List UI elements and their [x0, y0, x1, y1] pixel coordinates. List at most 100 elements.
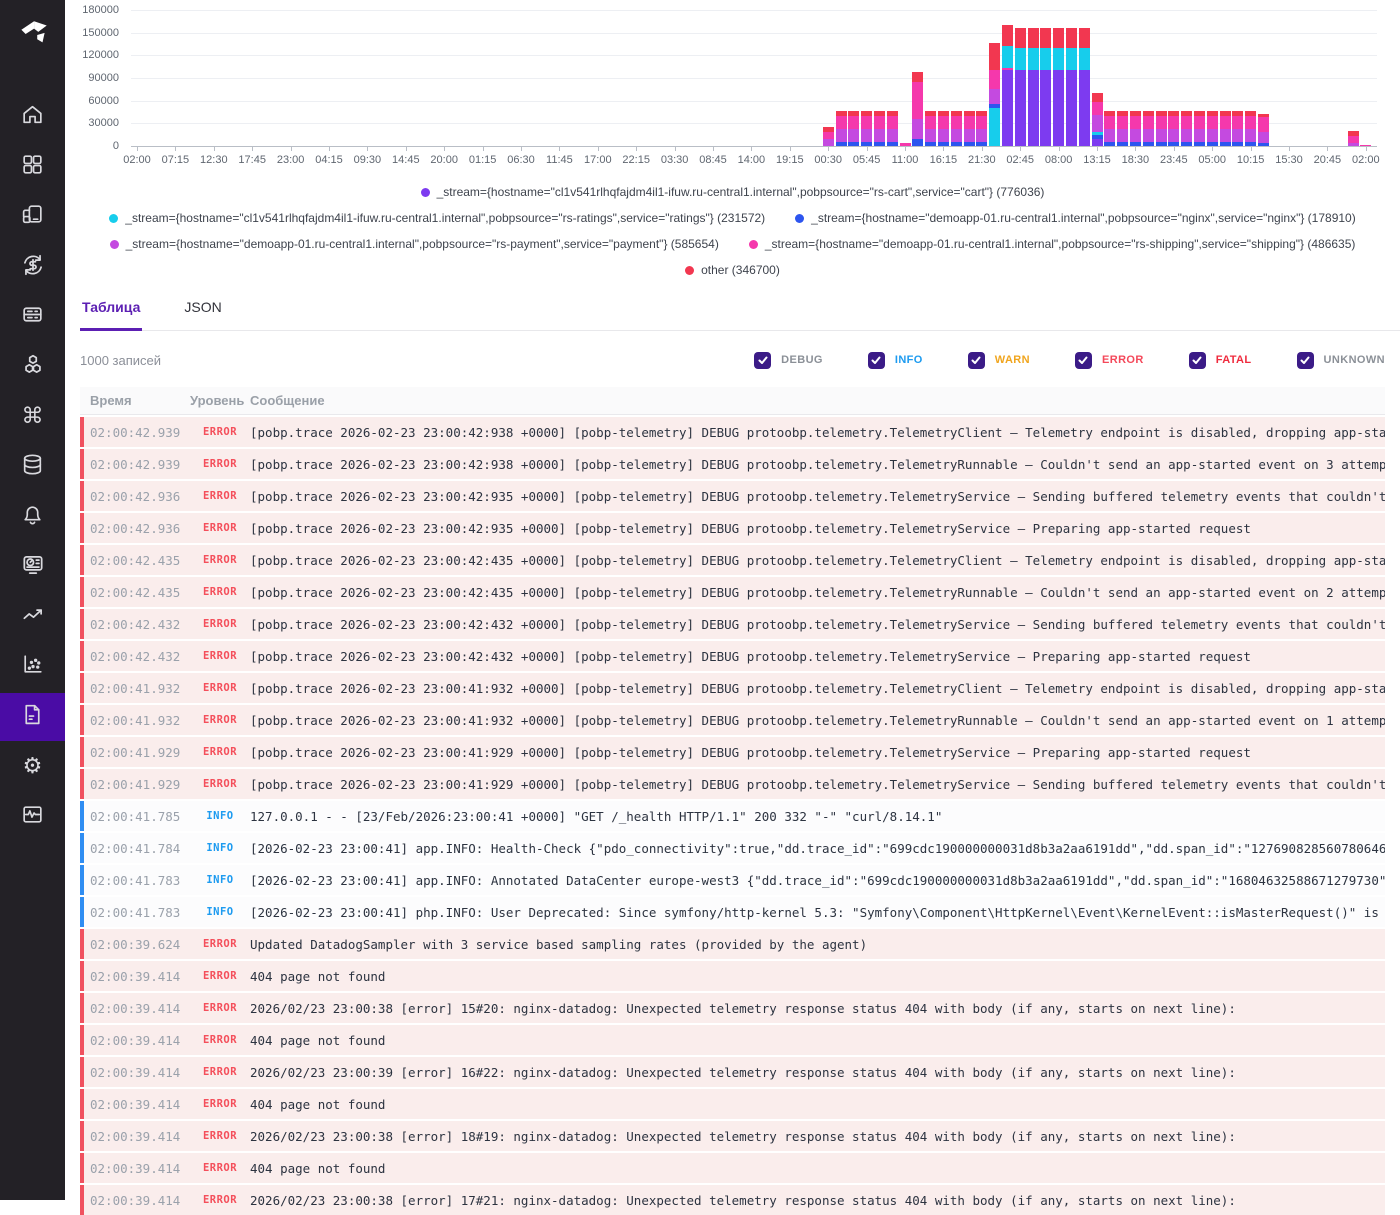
- sidebar-item-monitoring[interactable]: [0, 792, 65, 842]
- sidebar-item-storage[interactable]: [0, 292, 65, 342]
- table-row[interactable]: 02:00:41.784 INFO [2026-02-23 23:00:41] ap…: [80, 833, 1385, 863]
- x-tick-mark: [559, 146, 561, 151]
- checkbox-checked[interactable]: [1074, 351, 1092, 369]
- table-row[interactable]: 02:00:39.414 ERROR 2026/02/23 23:00:38 [er…: [80, 993, 1385, 1023]
- bar-segment-other: [976, 111, 988, 116]
- row-level-badge: ERROR: [202, 554, 238, 566]
- bar-segment-payment: [1104, 129, 1116, 143]
- bar-segment-payment: [950, 129, 962, 143]
- legend-item[interactable]: other (346700): [685, 262, 780, 279]
- checkbox-checked[interactable]: [754, 351, 772, 369]
- table-row[interactable]: 02:00:42.936 ERROR [pobp.trace 2026-02-23 …: [80, 481, 1385, 511]
- gridline: [131, 100, 1377, 102]
- x-tick-mark: [1212, 146, 1214, 151]
- y-axis-tick: 60000: [88, 94, 119, 107]
- x-axis-tick: 06:30: [507, 154, 535, 166]
- table-row[interactable]: 02:00:41.929 ERROR [pobp.trace 2026-02-23 …: [80, 737, 1385, 767]
- legend-item[interactable]: _stream={hostname="demoapp-01.ru-central…: [795, 210, 1356, 227]
- filter-unknown[interactable]: UNKNOWN: [1296, 351, 1385, 369]
- sidebar-item-metrics[interactable]: [0, 592, 65, 642]
- table-row[interactable]: 02:00:41.783 INFO [2026-02-23 23:00:41] ph…: [80, 897, 1385, 927]
- legend-dot: [109, 214, 119, 223]
- bar-segment-nginx: [1117, 142, 1129, 146]
- table-row[interactable]: 02:00:39.414 ERROR 2026/02/23 23:00:38 [er…: [80, 1185, 1385, 1215]
- bar-segment-ratings: [1065, 47, 1077, 71]
- x-axis-tick: 01:15: [468, 154, 497, 166]
- tab-table[interactable]: Таблица: [80, 295, 143, 331]
- table-row[interactable]: 02:00:39.414 ERROR 404 page not found: [80, 961, 1385, 991]
- sidebar-item-notifications[interactable]: [0, 492, 65, 542]
- table-row[interactable]: 02:00:42.435 ERROR [pobp.trace 2026-02-23 …: [80, 545, 1385, 575]
- row-level-badge: ERROR: [202, 490, 238, 502]
- table-row[interactable]: 02:00:41.783 INFO [2026-02-23 23:00:41] ap…: [80, 865, 1385, 895]
- x-tick-mark: [1097, 146, 1098, 151]
- checkbox-checked[interactable]: [1296, 351, 1314, 369]
- row-level-badge: ERROR: [202, 1034, 238, 1046]
- tab-json[interactable]: JSON: [184, 299, 222, 315]
- logo[interactable]: [0, 0, 65, 54]
- table-row[interactable]: 02:00:42.939 ERROR [pobp.trace 2026-02-23 …: [80, 449, 1385, 479]
- table-row[interactable]: 02:00:39.624 ERROR Updated DatadogSampler …: [80, 929, 1385, 959]
- sidebar-item-billing[interactable]: [0, 242, 65, 292]
- row-time: 02:00:42.432: [90, 616, 181, 632]
- bar-segment-payment: [873, 129, 885, 143]
- row-time: 02:00:41.929: [90, 744, 181, 760]
- table-row[interactable]: 02:00:41.785 INFO 127.0.0.1 - - [23/Feb/20…: [80, 801, 1385, 831]
- checkbox-checked[interactable]: [1188, 351, 1206, 369]
- table-row[interactable]: 02:00:39.414 ERROR 404 page not found: [80, 1153, 1385, 1183]
- checkbox-checked[interactable]: [967, 351, 985, 369]
- row-level-badge: ERROR: [202, 458, 238, 470]
- legend-dot: [795, 214, 805, 223]
- table-row[interactable]: 02:00:42.939 ERROR [pobp.trace 2026-02-23 …: [80, 417, 1385, 447]
- command-icon: ⌘: [21, 404, 44, 429]
- table-row[interactable]: 02:00:39.414 ERROR 2026/02/23 23:00:38 [er…: [80, 1121, 1385, 1151]
- sidebar-item-logs[interactable]: [0, 693, 65, 741]
- y-axis-tick: 0: [112, 140, 119, 152]
- bar-segment-other: [848, 111, 860, 116]
- filter-debug[interactable]: DEBUG: [754, 351, 823, 369]
- row-time: 02:00:41.932: [90, 680, 181, 696]
- x-axis-tick: 08:45: [699, 154, 727, 166]
- filter-error[interactable]: ERROR: [1074, 351, 1144, 369]
- sidebar-item-compute[interactable]: [0, 192, 65, 242]
- legend-item[interactable]: _stream={hostname="demoapp-01.ru-central…: [109, 236, 719, 253]
- bar-segment-shipping: [1193, 115, 1205, 130]
- table-row[interactable]: 02:00:42.432 ERROR [pobp.trace 2026-02-23 …: [80, 609, 1385, 639]
- table-row[interactable]: 02:00:42.432 ERROR [pobp.trace 2026-02-23 …: [80, 641, 1385, 671]
- row-time: 02:00:42.939: [90, 424, 181, 440]
- table-row[interactable]: 02:00:41.932 ERROR [pobp.trace 2026-02-23 …: [80, 705, 1385, 735]
- bell-icon: [20, 502, 45, 532]
- table-row[interactable]: 02:00:42.435 ERROR [pobp.trace 2026-02-23 …: [80, 577, 1385, 607]
- table-row[interactable]: 02:00:41.932 ERROR [pobp.trace 2026-02-23 …: [80, 673, 1385, 703]
- table-row[interactable]: 02:00:41.929 ERROR [pobp.trace 2026-02-23 …: [80, 769, 1385, 799]
- sidebar-item-apps[interactable]: [0, 142, 65, 192]
- x-axis-tick: 09:30: [353, 154, 382, 166]
- bar-segment-shipping: [989, 70, 1001, 90]
- sidebar-item-clusters[interactable]: [0, 342, 65, 392]
- row-time: 02:00:42.435: [90, 552, 181, 568]
- table-row[interactable]: 02:00:42.936 ERROR [pobp.trace 2026-02-23 …: [80, 513, 1385, 543]
- sidebar-item-settings[interactable]: ⚙: [0, 742, 65, 792]
- bar-segment-shipping: [1117, 115, 1129, 130]
- gridline: [131, 32, 1377, 34]
- row-message: [pobp.trace 2026-02-23 23:00:42:938 +000…: [250, 456, 1385, 472]
- legend-item[interactable]: _stream={hostname="demoapp-01.ru-central…: [748, 236, 1355, 253]
- row-level-badge: ERROR: [202, 970, 238, 982]
- legend-item[interactable]: _stream={hostname="cl1v541rlhqfajdm4il1-…: [420, 184, 1044, 201]
- grid-icon: [20, 152, 45, 182]
- sidebar-item-home[interactable]: [0, 92, 65, 142]
- filter-warn[interactable]: WARN: [967, 351, 1030, 369]
- sidebar-item-database[interactable]: [0, 442, 65, 492]
- table-row[interactable]: 02:00:39.414 ERROR 404 page not found: [80, 1025, 1385, 1055]
- table-row[interactable]: 02:00:39.414 ERROR 2026/02/23 23:00:39 [er…: [80, 1057, 1385, 1087]
- sidebar-item-services[interactable]: ⌘: [0, 392, 65, 442]
- filter-info[interactable]: INFO: [867, 351, 923, 369]
- legend-item[interactable]: _stream={hostname="cl1v541rlhqfajdm4il1-…: [109, 210, 765, 227]
- filter-fatal[interactable]: FATAL: [1188, 351, 1252, 369]
- sidebar-item-scatter[interactable]: [0, 642, 65, 692]
- checkbox-checked[interactable]: [867, 351, 885, 369]
- sidebar-item-dashboard[interactable]: [0, 542, 65, 592]
- table-row[interactable]: 02:00:39.414 ERROR 404 page not found: [80, 1089, 1385, 1119]
- bar-segment-shipping: [937, 115, 949, 130]
- row-level-badge: ERROR: [202, 650, 238, 662]
